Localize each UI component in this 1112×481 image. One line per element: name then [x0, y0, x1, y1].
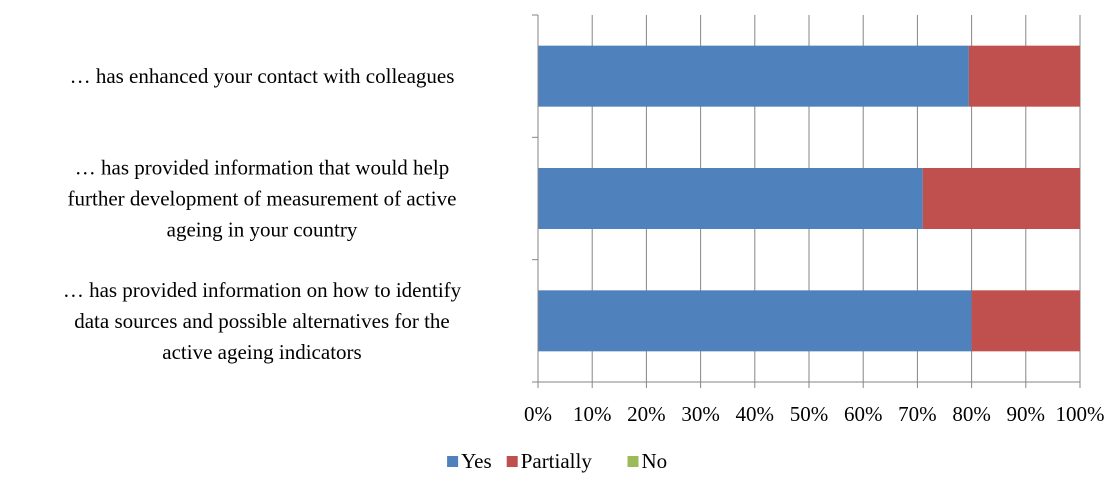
legend-item-yes: Yes: [447, 449, 492, 473]
bar-partially: [922, 168, 1080, 229]
x-tick-label: 0%: [524, 402, 552, 426]
category-label-line: … has provided information that would he…: [75, 156, 449, 180]
category-label-line: further development of measurement of ac…: [68, 187, 457, 211]
x-tick-label: 100%: [1056, 402, 1105, 426]
x-tick-label: 10%: [573, 402, 612, 426]
bars: [538, 45, 1080, 352]
x-tick-label: 70%: [898, 402, 937, 426]
category-label-line: … has provided information on how to ide…: [63, 278, 462, 302]
legend-item-no: No: [627, 449, 668, 473]
bar-partially: [968, 45, 1080, 107]
category-label: … has provided information on how to ide…: [63, 278, 462, 364]
legend-swatch: [506, 456, 518, 467]
legend-label: No: [642, 449, 668, 473]
legend-swatch: [627, 456, 639, 467]
x-tick-label: 40%: [736, 402, 775, 426]
category-label: … has provided information that would he…: [68, 156, 457, 242]
bar-yes: [538, 168, 923, 229]
x-tick-labels: 0% 10% 20% 30% 40% 50% 60% 70% 80% 90% 100%: [524, 402, 1105, 426]
bar-yes: [538, 45, 969, 107]
x-tick-label: 20%: [627, 402, 666, 426]
category-label-line: ageing in your country: [167, 218, 358, 242]
legend-item-partially: Partially: [506, 449, 593, 473]
x-tick-label: 80%: [952, 402, 991, 426]
axes: [532, 14, 1081, 388]
x-tick-label: 90%: [1007, 402, 1046, 426]
category-label-line: … has enhanced your contact with colleag…: [70, 64, 455, 88]
bar-yes: [538, 290, 972, 352]
legend-label: Partially: [521, 449, 593, 473]
x-tick-label: 60%: [844, 402, 883, 426]
category-label-line: data sources and possible alternatives f…: [74, 309, 450, 333]
legend-label: Yes: [461, 449, 492, 473]
category-label-line: active ageing indicators: [162, 340, 361, 364]
bar-partially: [971, 290, 1080, 352]
x-tick-label: 30%: [681, 402, 720, 426]
legend-swatch: [447, 456, 459, 467]
x-tick-label: 50%: [790, 402, 829, 426]
category-label: … has enhanced your contact with colleag…: [70, 64, 455, 88]
category-labels: … has enhanced your contact with colleag…: [63, 64, 462, 364]
legend: Yes Partially No: [447, 449, 667, 473]
